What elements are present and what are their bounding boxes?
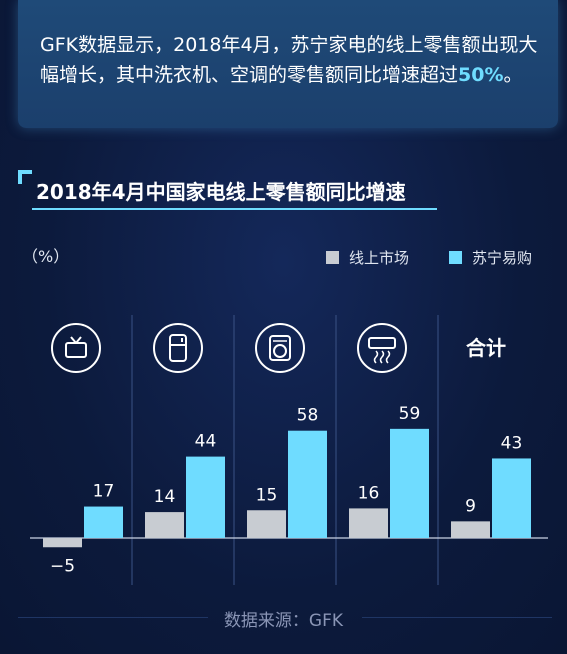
- intro-text-end: 。: [503, 64, 523, 86]
- bar-suning: [492, 458, 531, 538]
- tv-icon-circle: [51, 323, 101, 373]
- aircon-icon-unit: [368, 337, 396, 349]
- bar-market: [145, 512, 184, 538]
- bar-suning: [390, 428, 429, 538]
- data-label-market: 14: [154, 487, 176, 507]
- fridge-icon-body: [169, 334, 187, 362]
- bar-market: [451, 521, 490, 538]
- title-underline: [32, 208, 437, 210]
- aircon-icon-airflow: [379, 350, 385, 364]
- tv-icon-antenna-left: [70, 336, 77, 344]
- bar-chart: （%） 线上市场 苏宁易购 −5 17 14 44 15 58 16 59 合计 9 43: [22, 247, 548, 585]
- washer-icon-body: [269, 335, 291, 361]
- data-label-suning: 17: [93, 482, 115, 502]
- bar-market: [349, 508, 388, 538]
- data-label-market: 9: [465, 496, 476, 516]
- intro-highlight: 50%: [458, 64, 504, 86]
- data-label-suning: 58: [297, 406, 319, 426]
- category-label-total: 合计: [466, 336, 506, 360]
- washer-icon-drum: [273, 344, 287, 358]
- data-label-market: 15: [256, 485, 278, 505]
- y-axis-unit-label: （%）: [22, 247, 69, 266]
- bar-suning: [186, 456, 225, 538]
- aircon-icon-airflow: [373, 350, 379, 364]
- data-source: 数据来源：GFK: [223, 611, 344, 631]
- chart-title: 2018年4月中国家电线上零售额同比增速: [36, 180, 406, 204]
- source-divider-right: [362, 617, 552, 618]
- aircon-icon-airflow: [385, 350, 391, 364]
- source-divider-left: [18, 617, 208, 618]
- bar-suning: [288, 430, 327, 538]
- intro-box: GFK数据显示，2018年4月，苏宁家电的线上零售额出现大幅增长，其中洗衣机、空…: [18, 0, 558, 128]
- data-label-market: −5: [50, 556, 75, 576]
- aircon-icon-circle: [357, 323, 407, 373]
- tv-icon-screen: [65, 342, 87, 358]
- data-label-suning: 59: [399, 404, 421, 424]
- legend-label-suning: 苏宁易购: [472, 249, 532, 267]
- washer-icon-circle: [255, 323, 305, 373]
- bar-market: [247, 510, 286, 538]
- title-corner-mark: [18, 170, 32, 184]
- bar-market: [43, 538, 82, 548]
- tv-icon-antenna-right: [75, 336, 82, 344]
- legend-swatch-market: [326, 251, 339, 264]
- intro-text: GFK数据显示，2018年4月，苏宁家电的线上零售额出现大幅增长，其中洗衣机、空…: [40, 30, 540, 90]
- legend-swatch-suning: [449, 251, 462, 264]
- data-label-suning: 44: [195, 432, 217, 452]
- data-label-suning: 43: [501, 433, 523, 453]
- fridge-icon-circle: [153, 323, 203, 373]
- data-label-market: 16: [358, 483, 380, 503]
- legend-label-market: 线上市场: [349, 249, 409, 267]
- bar-suning: [84, 506, 123, 538]
- intro-text-body: GFK数据显示，2018年4月，苏宁家电的线上零售额出现大幅增长，其中洗衣机、空…: [40, 34, 538, 86]
